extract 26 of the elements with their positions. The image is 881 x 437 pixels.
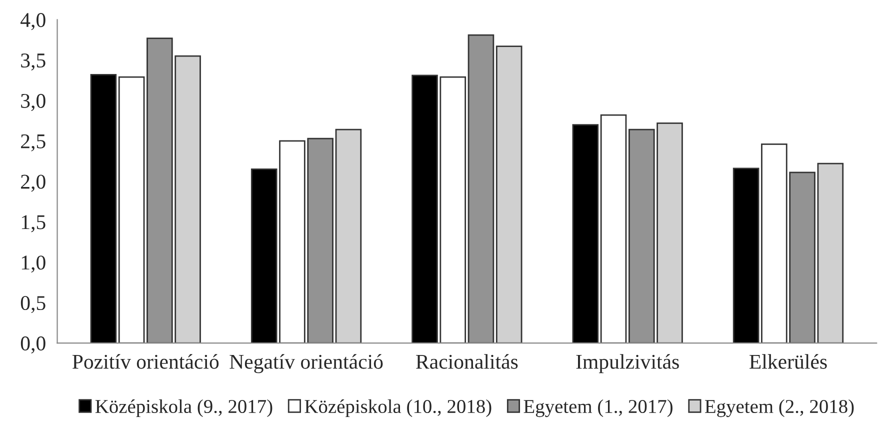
- legend-label: Középiskola (9., 2017): [95, 399, 272, 418]
- bar: [90, 74, 117, 344]
- bar: [732, 168, 760, 344]
- y-tick-label: 3,0: [21, 94, 46, 111]
- bar: [600, 114, 627, 344]
- bar: [496, 46, 522, 344]
- y-tick-label: 1,0: [22, 256, 46, 273]
- x-tick-label: Negatív orientáció: [230, 354, 383, 374]
- bar: [817, 162, 844, 344]
- y-tick-label: 2,0: [21, 174, 46, 192]
- y-tick-label: 1,5: [22, 215, 46, 232]
- bar: [335, 128, 362, 344]
- legend-label: Középiskola (10., 2018): [304, 399, 492, 418]
- bar: [118, 76, 145, 344]
- x-tick-label: Racionalitás: [416, 354, 518, 369]
- legend-label: Egyetem (1., 2017): [524, 399, 672, 418]
- y-tick-label: 2,5: [21, 134, 46, 152]
- legend-label: Egyetem (2., 2018): [704, 399, 854, 418]
- y-tick-label: 4,0: [20, 13, 46, 30]
- y-tick-label: 0,5: [20, 296, 46, 314]
- bar: [572, 124, 599, 344]
- y-tick-label: 3,5: [21, 54, 46, 71]
- y-tick-label: 0,0: [20, 336, 46, 354]
- x-tick-label: Elkerülés: [749, 354, 827, 369]
- x-tick-label: Pozitív orientáció: [72, 354, 219, 369]
- x-tick-label: Impulzivitás: [576, 354, 679, 374]
